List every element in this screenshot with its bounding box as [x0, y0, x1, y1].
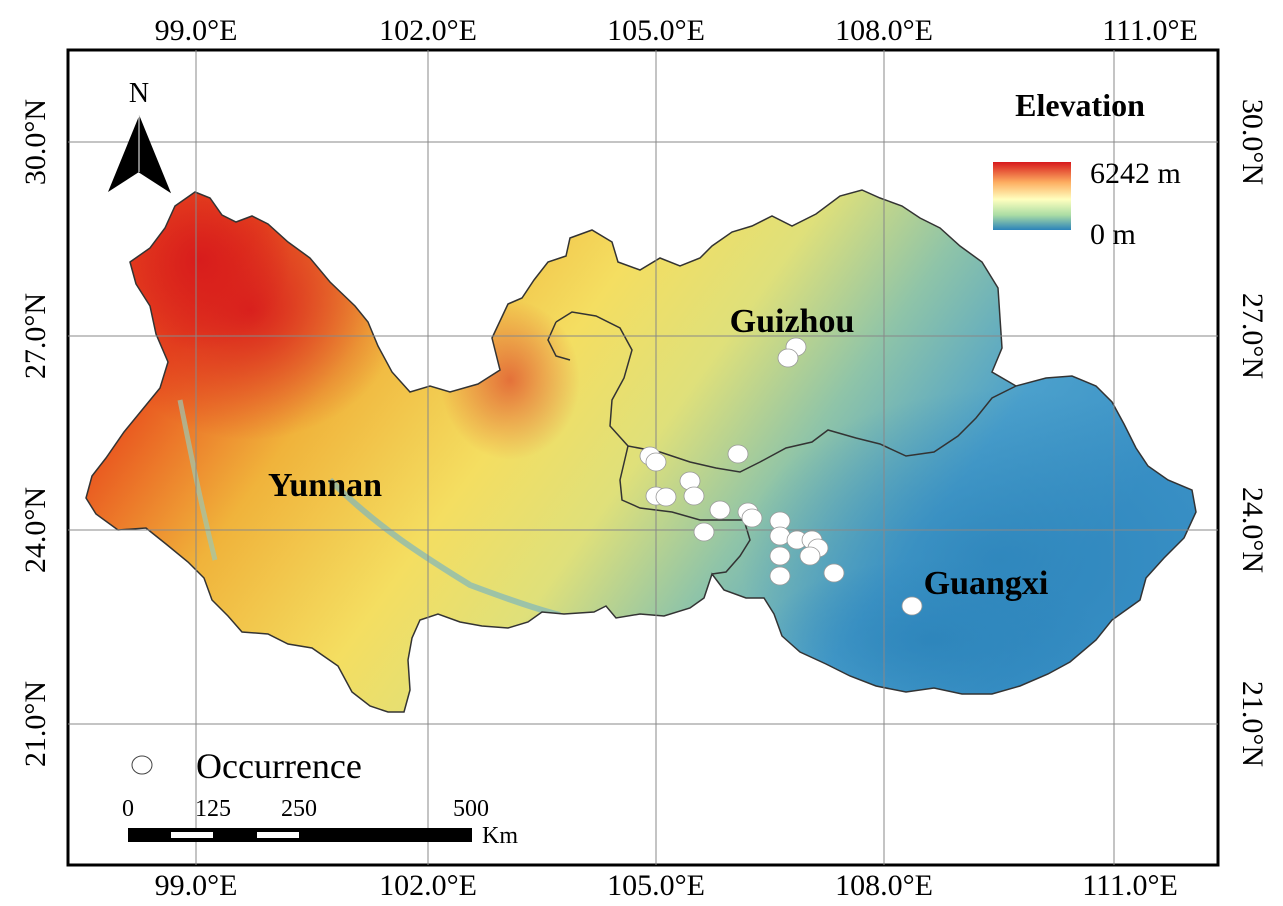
- occurrence-point: [823, 563, 845, 583]
- province-label-guangxi: Guangxi: [924, 565, 1049, 602]
- lon-label-top-5: 111.0°E: [1102, 14, 1198, 47]
- north-arrow-icon: N: [108, 78, 172, 194]
- legend-title: Elevation: [1015, 87, 1145, 123]
- lon-label-bottom-1: 99.0°E: [155, 869, 238, 902]
- legend-max-label: 6242 m: [1090, 157, 1181, 190]
- lat-label-right-2: 27.0°N: [1236, 293, 1269, 379]
- lat-label-left-3: 24.0°N: [19, 487, 52, 573]
- occurrence-legend-label: Occurrence: [196, 746, 362, 786]
- lon-label-bottom-2: 102.0°E: [379, 869, 477, 902]
- occurrence-point: [645, 452, 667, 472]
- lon-label-bottom-5: 111.0°E: [1082, 869, 1178, 902]
- lat-label-left-1: 30.0°N: [19, 99, 52, 185]
- occurrence-point: [683, 486, 705, 506]
- elevation-legend: Elevation 6242 m 0 m: [993, 87, 1181, 251]
- occurrence-point: [901, 596, 923, 616]
- lat-label-left-2: 27.0°N: [19, 293, 52, 379]
- lon-label-top-4: 108.0°E: [835, 14, 933, 47]
- lon-label-bottom-4: 108.0°E: [835, 869, 933, 902]
- occurrence-legend: Occurrence: [131, 746, 362, 786]
- north-label: N: [129, 78, 149, 109]
- scale-bar: 0 125 250 500 Km: [122, 796, 518, 849]
- lat-label-right-4: 21.0°N: [1236, 681, 1269, 767]
- occurrence-point: [741, 508, 763, 528]
- occurrence-point: [727, 444, 749, 464]
- occurrence-point: [769, 566, 791, 586]
- lat-label-right-3: 24.0°N: [1236, 487, 1269, 573]
- lat-label-right-1: 30.0°N: [1236, 99, 1269, 185]
- occurrence-point: [693, 522, 715, 542]
- scale-tick-500: 500: [453, 796, 489, 822]
- scale-tick-125: 125: [195, 796, 231, 822]
- lon-label-top-1: 99.0°E: [155, 14, 238, 47]
- occurrence-points: [639, 337, 923, 616]
- scale-unit: Km: [482, 823, 518, 849]
- lon-label-top-3: 105.0°E: [607, 14, 705, 47]
- occurrence-point: [709, 500, 731, 520]
- legend-min-label: 0 m: [1090, 218, 1136, 251]
- lat-label-left-4: 21.0°N: [19, 681, 52, 767]
- lon-label-bottom-3: 105.0°E: [607, 869, 705, 902]
- scale-tick-250: 250: [281, 796, 317, 822]
- occurrence-point: [769, 546, 791, 566]
- occurrence-point: [799, 546, 821, 566]
- legend-color-ramp: [993, 162, 1071, 230]
- occurrence-point: [777, 348, 799, 368]
- scale-tick-0: 0: [122, 796, 134, 822]
- province-label-guizhou: Guizhou: [730, 303, 855, 340]
- lon-label-top-2: 102.0°E: [379, 14, 477, 47]
- occurrence-legend-symbol: [131, 755, 153, 775]
- province-label-yunnan: Yunnan: [268, 467, 382, 504]
- occurrence-point: [655, 487, 677, 507]
- province-boundary-lines: [85, 189, 1197, 713]
